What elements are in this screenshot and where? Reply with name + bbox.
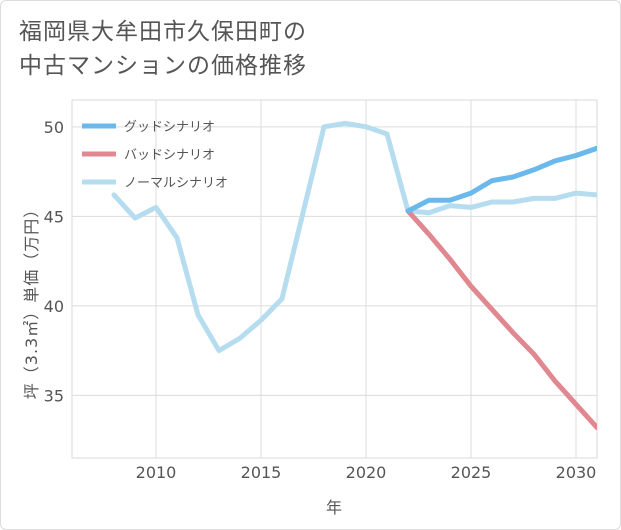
y-axis-label: 坪（3.3㎡）単価（万円） bbox=[22, 201, 41, 399]
y-tick-label: 35 bbox=[44, 386, 64, 405]
tick-labels: 2010 2015 2020 2025 2030 35 40 45 50 bbox=[44, 118, 597, 482]
y-tick-label: 45 bbox=[44, 207, 64, 226]
y-tick-label: 40 bbox=[44, 297, 64, 316]
x-tick-label: 2010 bbox=[136, 463, 177, 482]
legend-label-2: ノーマルシナリオ bbox=[124, 176, 228, 191]
x-tick-label: 2015 bbox=[241, 463, 282, 482]
x-tick-label: 2025 bbox=[451, 463, 492, 482]
legend-label-0: グッドシナリオ bbox=[124, 120, 215, 135]
x-axis-label: 年 bbox=[326, 498, 342, 517]
series-line-0 bbox=[405, 145, 597, 214]
chart-title-line-1: 福岡県大牟田市久保田町の bbox=[19, 19, 307, 45]
x-tick-label: 2020 bbox=[346, 463, 387, 482]
series-layer bbox=[111, 120, 597, 431]
chart-title: 福岡県大牟田市久保田町の 中古マンションの価格推移 bbox=[19, 15, 307, 83]
legend-label-1: バッドシナリオ bbox=[124, 148, 215, 163]
chart-title-line-2: 中古マンションの価格推移 bbox=[19, 53, 307, 79]
x-tick-label: 2030 bbox=[556, 463, 597, 482]
series-line-2 bbox=[111, 120, 597, 354]
series-line-1 bbox=[405, 208, 597, 431]
y-tick-label: 50 bbox=[44, 118, 64, 137]
plot-area bbox=[71, 99, 598, 459]
